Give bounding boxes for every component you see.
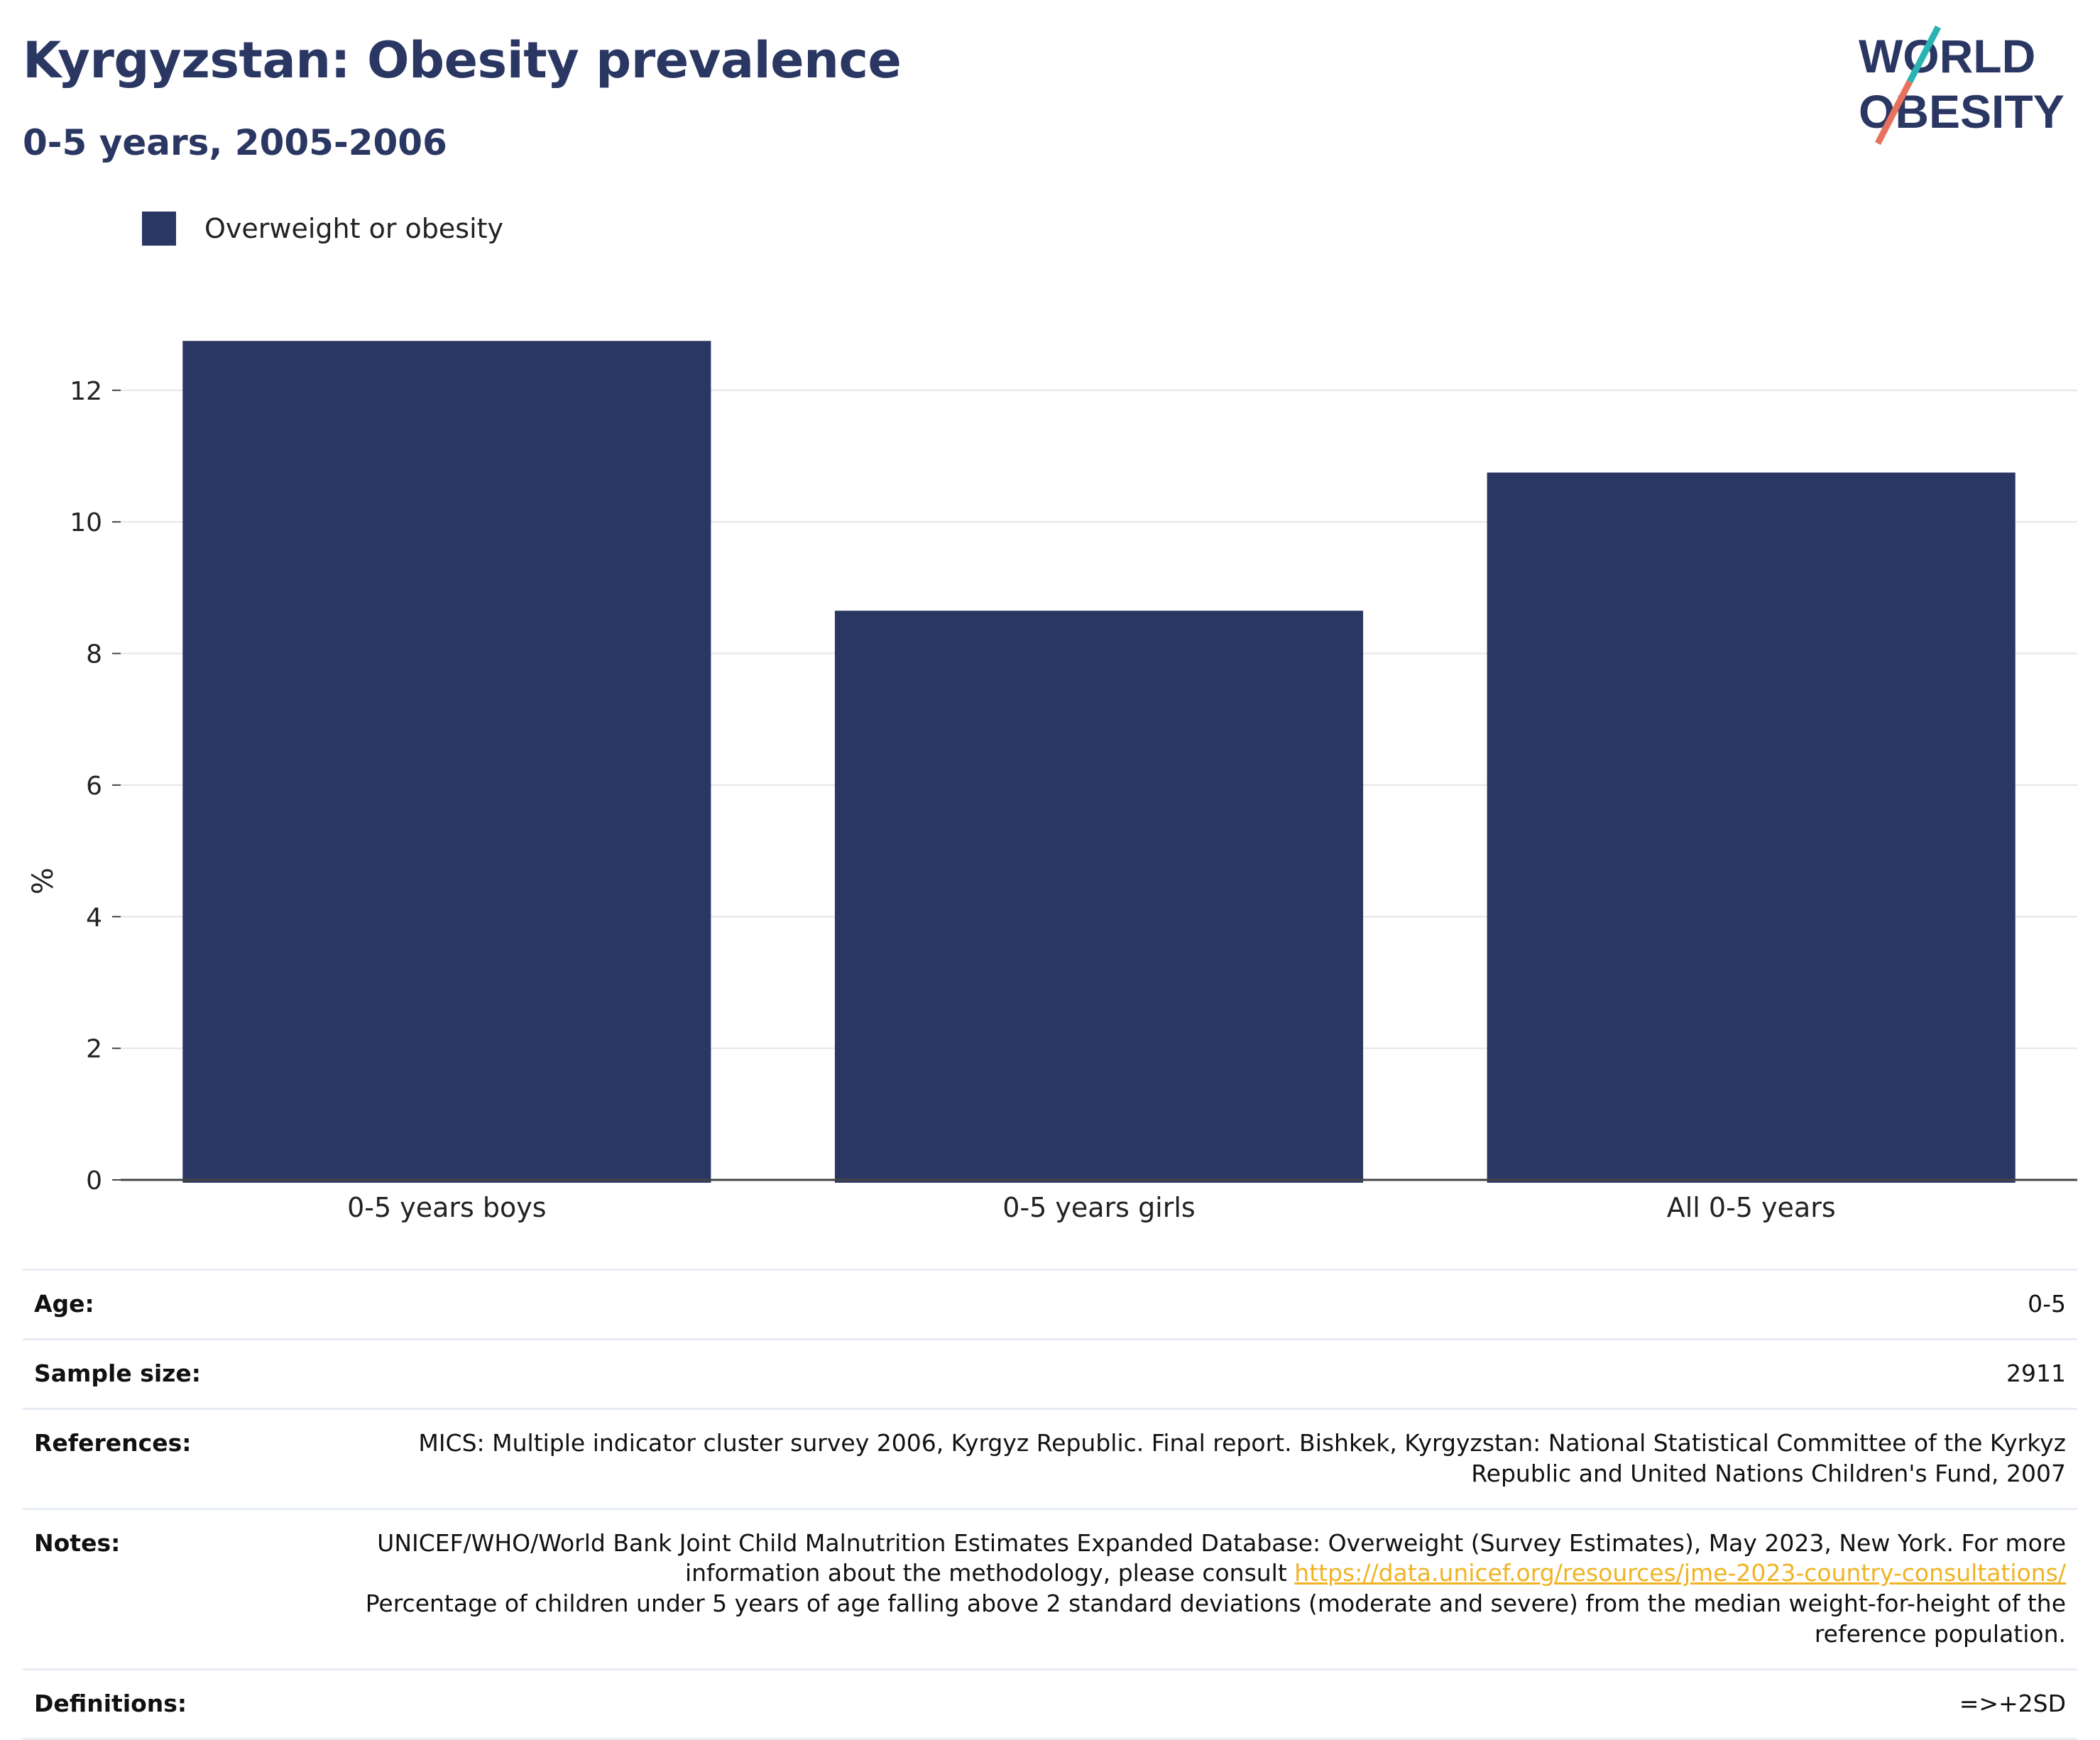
logo-slash-teal <box>1907 25 1941 84</box>
bars <box>182 341 2016 1183</box>
legend-swatch <box>142 212 176 246</box>
x-tick-label: All 0-5 years <box>1667 1192 1836 1223</box>
meta-row-age: Age: 0-5 <box>23 1269 2077 1340</box>
notes-value: UNICEF/WHO/World Bank Joint Child Malnut… <box>315 1507 2077 1670</box>
chart-legend[interactable]: Overweight or obesity <box>142 212 503 246</box>
metadata-table: Age: 0-5 Sample size: 2911 References: M… <box>23 1269 2077 1740</box>
bar <box>1487 472 2016 1183</box>
chart-subtitle: 0-5 years, 2005-2006 <box>23 122 447 163</box>
definitions-value: =>+2SD <box>315 1668 2077 1740</box>
references-label: References: <box>23 1407 315 1509</box>
y-tick-label: 4 <box>86 903 102 932</box>
y-tick-label: 6 <box>86 772 102 801</box>
legend-label: Overweight or obesity <box>204 213 504 244</box>
y-axis-label: % <box>27 868 60 894</box>
y-tick-label: 2 <box>86 1035 102 1064</box>
y-tick-labels: 0 2 4 6 8 10 12 <box>70 377 121 1195</box>
notes-link[interactable]: https://data.unicef.org/resources/jme-20… <box>1294 1559 2066 1587</box>
y-tick-label: 12 <box>70 377 102 406</box>
meta-row-references: References: MICS: Multiple indicator clu… <box>23 1407 2077 1509</box>
sample-size-value: 2911 <box>315 1337 2077 1409</box>
definitions-label: Definitions: <box>23 1668 315 1740</box>
x-tick-label: 0-5 years boys <box>347 1192 546 1223</box>
bar <box>182 341 711 1183</box>
x-tick-label: 0-5 years girls <box>1002 1192 1195 1223</box>
age-value: 0-5 <box>315 1269 2077 1340</box>
references-value: MICS: Multiple indicator cluster survey … <box>315 1407 2077 1509</box>
chart-title: Kyrgyzstan: Obesity prevalence <box>23 31 902 89</box>
x-tick-labels: 0-5 years boys 0-5 years girls All 0-5 yea… <box>347 1192 1836 1223</box>
logo-line1: WORLD <box>1859 30 2035 82</box>
age-label: Age: <box>23 1269 315 1340</box>
meta-row-sample: Sample size: 2911 <box>23 1337 2077 1409</box>
notes-text1: UNICEF/WHO/World Bank Joint Child Malnut… <box>377 1528 2066 1587</box>
y-tick-label: 0 <box>86 1166 102 1195</box>
notes-text2: Percentage of children under 5 years of … <box>365 1589 2066 1648</box>
y-tick-label: 10 <box>70 508 102 537</box>
notes-label: Notes: <box>23 1507 315 1670</box>
meta-row-definitions: Definitions: =>+2SD <box>23 1668 2077 1740</box>
bar <box>834 611 1364 1183</box>
sample-size-label: Sample size: <box>23 1337 315 1409</box>
logo-slash-coral <box>1875 80 1913 146</box>
bar-chart: 0 2 4 6 8 10 12 0-5 years boys 0-5 years girls A… <box>27 341 2077 1223</box>
logo-line2: OBESITY <box>1859 85 2065 138</box>
y-tick-label: 8 <box>86 640 102 669</box>
meta-row-notes: Notes: UNICEF/WHO/World Bank Joint Child… <box>23 1507 2077 1670</box>
world-obesity-logo: WORLD OBESITY <box>1859 25 2065 146</box>
